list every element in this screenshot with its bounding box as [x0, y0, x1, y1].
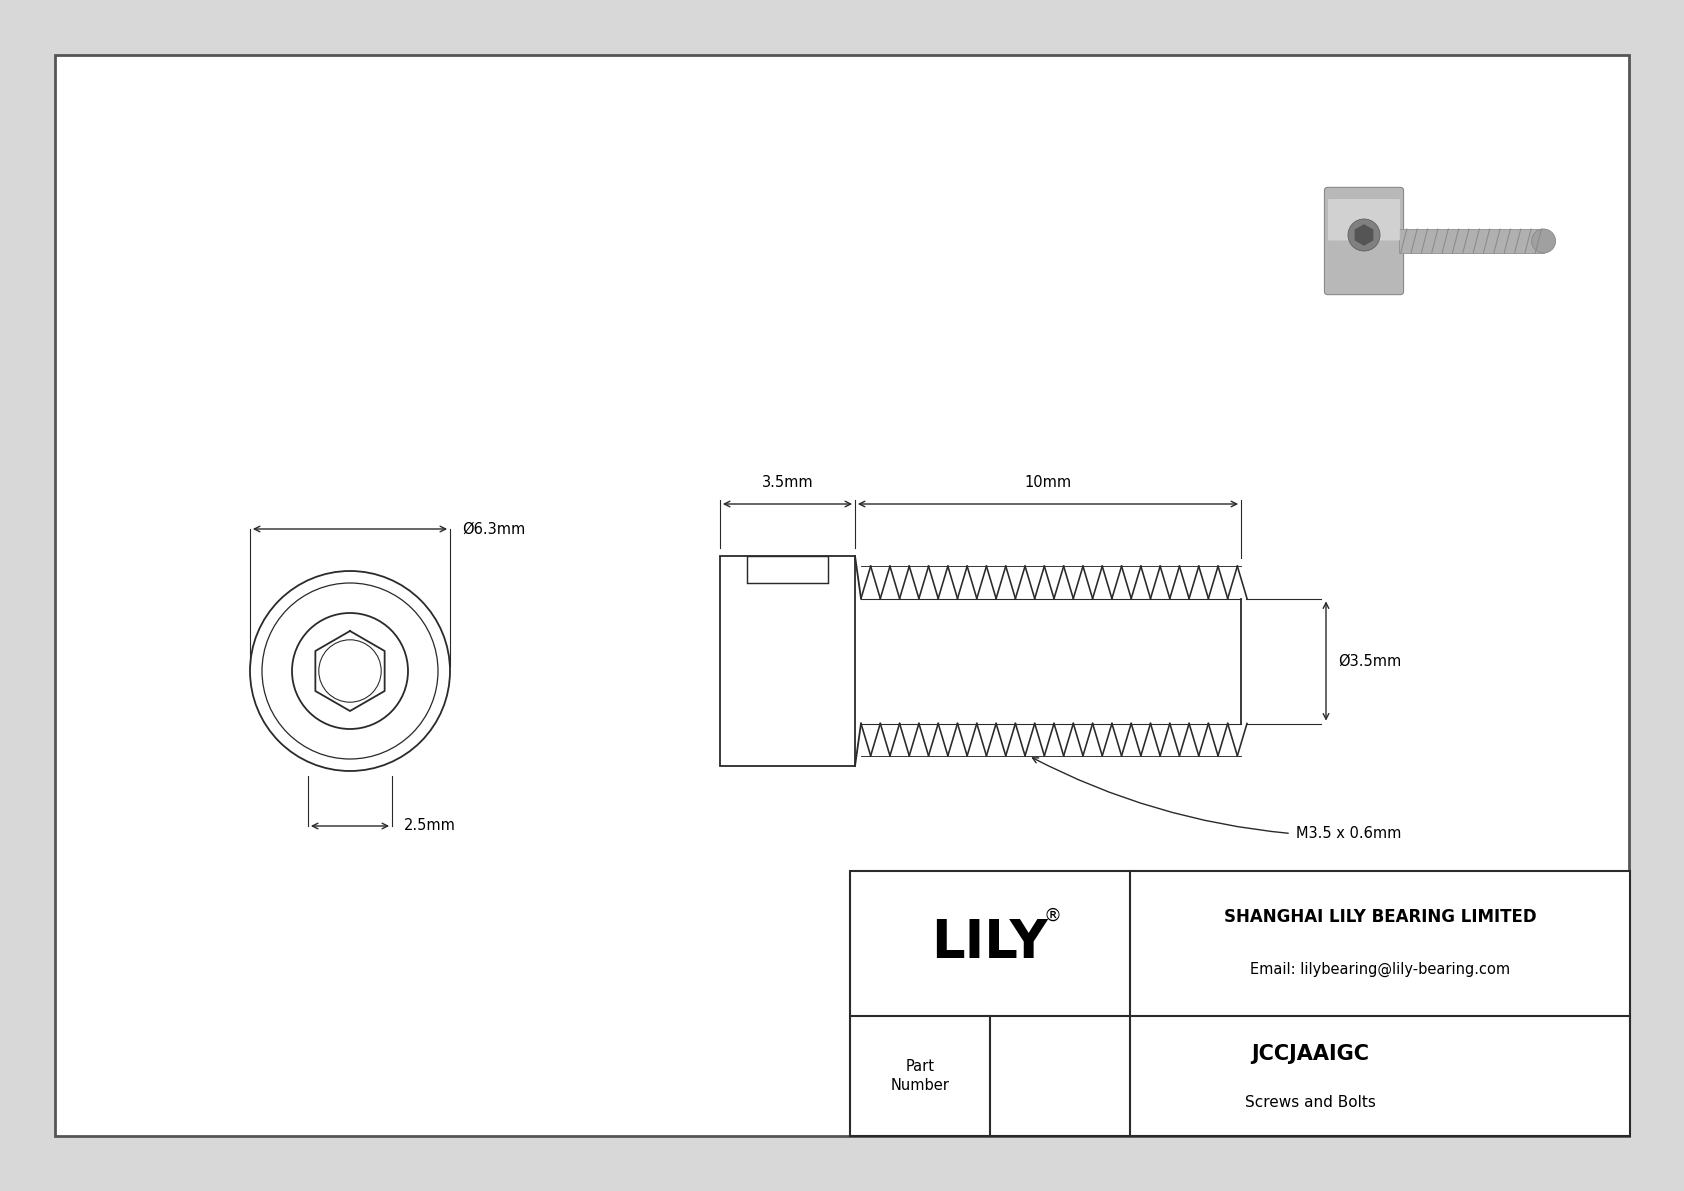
Text: Part
Number: Part Number: [891, 1059, 950, 1093]
Bar: [721, 556, 855, 766]
FancyBboxPatch shape: [1329, 199, 1399, 241]
Bar: [748, 556, 829, 584]
Bar: [1399, 229, 1544, 252]
Bar: [850, 871, 1630, 1136]
Text: LILY: LILY: [931, 917, 1049, 969]
Circle shape: [1531, 229, 1556, 252]
Text: SHANGHAI LILY BEARING LIMITED: SHANGHAI LILY BEARING LIMITED: [1224, 909, 1536, 927]
Text: Ø6.3mm: Ø6.3mm: [461, 522, 525, 536]
Text: 10mm: 10mm: [1024, 475, 1071, 490]
Text: JCCJAAIGC: JCCJAAIGC: [1251, 1045, 1369, 1065]
Text: Ø3.5mm: Ø3.5mm: [1339, 654, 1401, 668]
FancyBboxPatch shape: [1324, 187, 1403, 294]
Polygon shape: [1356, 225, 1372, 245]
Text: M3.5 x 0.6mm: M3.5 x 0.6mm: [1297, 827, 1401, 841]
Text: Email: lilybearing@lily-bearing.com: Email: lilybearing@lily-bearing.com: [1250, 962, 1511, 977]
Text: Screws and Bolts: Screws and Bolts: [1244, 1095, 1376, 1110]
Text: 2.5mm: 2.5mm: [404, 818, 456, 834]
Text: 3.5mm: 3.5mm: [761, 475, 813, 490]
Text: ®: ®: [1042, 906, 1061, 924]
Circle shape: [1347, 219, 1379, 251]
